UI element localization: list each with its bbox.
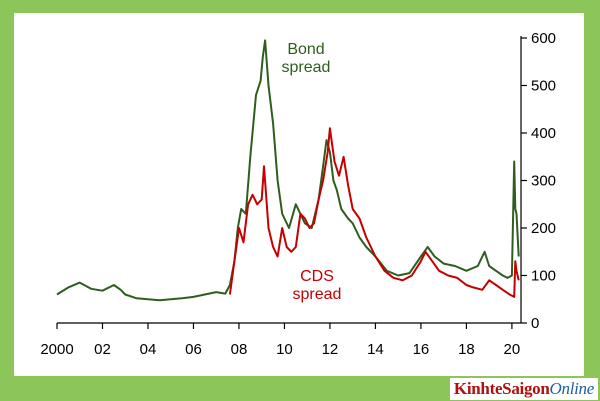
x-tick-label: 16 — [413, 341, 430, 358]
bond-spread-label: spread — [282, 59, 331, 76]
y-tick-label: 300 — [531, 173, 556, 190]
cds-spread-label: spread — [293, 286, 342, 303]
x-tick-label: 20 — [504, 341, 521, 358]
y-tick-label: 200 — [531, 220, 556, 237]
y-tick-label: 600 — [531, 30, 556, 47]
watermark-logo: KinhteSaigonOnline — [449, 378, 598, 400]
x-tick-label: 06 — [185, 341, 202, 358]
x-tick-label: 08 — [231, 341, 248, 358]
y-tick-label: 100 — [531, 268, 556, 285]
x-tick-label: 2000 — [40, 341, 73, 358]
y-tick-label: 0 — [531, 315, 539, 332]
cds-spread-line — [228, 127, 520, 298]
chart-svg: 2000 02 04 06 08 10 12 14 16 18 200100200300400500… — [40, 30, 556, 358]
x-tick-label: 02 — [94, 341, 111, 358]
y-tick-label: 500 — [531, 78, 556, 95]
axis-layer: 2000 02 04 06 08 10 12 14 16 18 200100200300400500… — [40, 30, 556, 358]
x-tick-label: 04 — [140, 341, 157, 358]
plot-panel: 2000 02 04 06 08 10 12 14 16 18 20 0 100 200 300 400 500… — [14, 13, 584, 376]
cds-spread-label: CDS — [300, 268, 334, 285]
x-tick-label: 18 — [458, 341, 475, 358]
watermark-part2: Online — [549, 379, 595, 398]
y-tick-label: 400 — [531, 125, 556, 142]
bond-spread-label: Bond — [287, 41, 324, 58]
series-layer — [56, 39, 520, 302]
bond-spread-line — [56, 39, 520, 302]
x-tick-label: 12 — [322, 341, 339, 358]
x-tick-label: 14 — [367, 341, 384, 358]
watermark-part1: KinhteSaigon — [453, 379, 550, 398]
x-tick-label: 10 — [276, 341, 293, 358]
